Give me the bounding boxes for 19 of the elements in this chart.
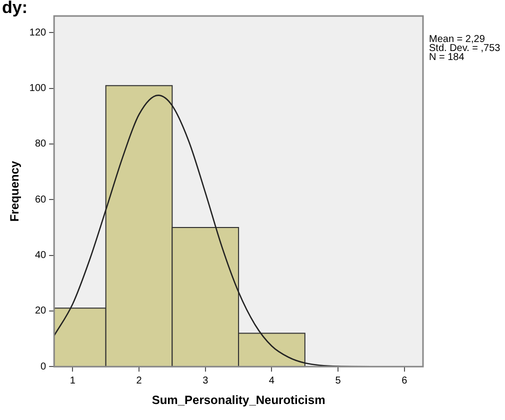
y-axis-title: Frequency [8,160,22,222]
x-tick-label: 6 [402,375,408,386]
x-tick-label: 4 [268,375,275,386]
y-tick-label: 80 [34,138,47,150]
y-tick-label: 60 [34,194,47,206]
x-tick-label: 2 [136,375,142,386]
text: N = 184 [429,52,465,63]
text: Mean = 2,29 [429,34,486,45]
x-tick-label: 3 [202,375,209,386]
text: dy: [2,0,28,18]
x-axis-title: Sum_Personality_Neuroticism [152,393,326,408]
x-tick-label: 1 [70,375,76,386]
y-tick-label: 40 [34,250,47,262]
text: Std. Dev. = ,753 [429,42,501,54]
y-tick-label: 20 [34,306,47,317]
y-tick-label: 0 [40,361,47,372]
y-tick-label: 100 [29,83,47,94]
y-tick-label: 120 [29,27,47,38]
x-tick-label: 5 [335,375,342,386]
